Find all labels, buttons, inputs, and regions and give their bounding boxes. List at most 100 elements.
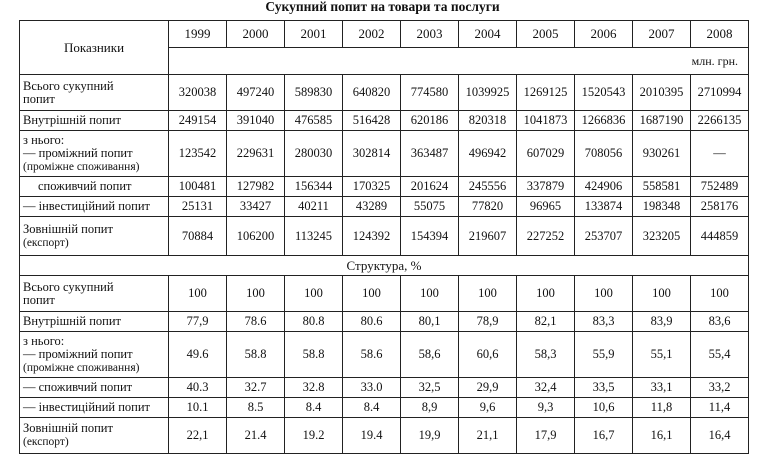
table-cell: 2266135 (690, 110, 749, 131)
table-cell: 337879 (516, 176, 575, 197)
table-cell: 133874 (574, 196, 633, 217)
table-cell: 774580 (400, 74, 459, 111)
table-cell: 21.4 (226, 417, 285, 454)
table-cell: 1520543 (574, 74, 633, 111)
table-row: Внутрішній попит 77,9 78.6 80.8 80.6 80,1 78,9… (19, 311, 749, 332)
row-label-line: споживчий попит (38, 179, 132, 193)
table-cell: 33,5 (574, 377, 633, 398)
year-header: 2007 (632, 20, 691, 48)
table-row: — споживчий попит 40.3 32.7 32.8 33.0 32,5 29,… (19, 377, 749, 398)
table-cell: 100 (632, 275, 691, 312)
row-label: споживчий попит (19, 176, 169, 197)
row-label: з нього: — проміжний попит (проміжне спожи… (19, 130, 169, 177)
row-label: — споживчий попит (19, 377, 169, 398)
table-cell: 201624 (400, 176, 459, 197)
unit-label: млн. грн. (168, 47, 749, 75)
table-cell: 16,7 (574, 417, 633, 454)
table-cell: 43289 (342, 196, 401, 217)
table-cell: 424906 (574, 176, 633, 197)
table-cell: 156344 (284, 176, 343, 197)
table-cell: 100 (226, 275, 285, 312)
table-cell: 29,9 (458, 377, 517, 398)
table-cell: 11,8 (632, 397, 691, 418)
table-cell: 40.3 (168, 377, 227, 398)
table-cell: 476585 (284, 110, 343, 131)
table-cell: 83,6 (690, 311, 749, 332)
row-label-line: попит (23, 91, 55, 106)
table-cell: 10,6 (574, 397, 633, 418)
table-cell: 100 (574, 275, 633, 312)
row-label-line: — споживчий попит (23, 380, 133, 394)
table-cell: 55,1 (632, 331, 691, 378)
row-label: Всього сукупний попит (19, 275, 169, 312)
table-cell: 32.8 (284, 377, 343, 398)
table-cell: 219607 (458, 216, 517, 256)
header-row: Показники 1999 2000 2001 2002 2003 2004 2005 200… (19, 20, 749, 75)
year-header: 2005 (516, 20, 575, 48)
table-cell: 302814 (342, 130, 401, 177)
table-cell: 19.2 (284, 417, 343, 454)
table-cell: 9,6 (458, 397, 517, 418)
table-cell: 33,2 (690, 377, 749, 398)
table-cell: 127982 (226, 176, 285, 197)
table-cell: 19.4 (342, 417, 401, 454)
year-header: 2008 (690, 20, 749, 48)
table-cell: 33,1 (632, 377, 691, 398)
year-header: 2006 (574, 20, 633, 48)
table-cell: 258176 (690, 196, 749, 217)
table-cell: 58,3 (516, 331, 575, 378)
table-cell: 930261 (632, 130, 691, 177)
table-cell: 16,1 (632, 417, 691, 454)
row-label-line: попит (23, 292, 55, 307)
table-cell: 58.8 (284, 331, 343, 378)
table-cell: 100 (690, 275, 749, 312)
row-label-line: — проміжний попит (23, 145, 133, 160)
row-label-line: (експорт) (23, 436, 69, 448)
row-label: — інвестиційний попит (19, 196, 169, 217)
table-cell: 752489 (690, 176, 749, 197)
table-cell: 253707 (574, 216, 633, 256)
year-header: 2004 (458, 20, 517, 48)
table-cell: 1266836 (574, 110, 633, 131)
table-cell: 16,4 (690, 417, 749, 454)
table-cell: 22,1 (168, 417, 227, 454)
row-label: з нього: — проміжний попит (проміжне спожи… (19, 331, 169, 378)
row-label-line: — інвестиційний попит (23, 199, 151, 213)
table-cell: 497240 (226, 74, 285, 111)
row-label-line: Зовнішній попит (23, 221, 113, 236)
table-cell: 170325 (342, 176, 401, 197)
table-row: з нього: — проміжний попит (проміжне спожи… (19, 331, 749, 378)
table-cell: 323205 (632, 216, 691, 256)
row-label-line: (проміжне споживання) (23, 361, 140, 374)
table-cell: 8,9 (400, 397, 459, 418)
table-cell: 280030 (284, 130, 343, 177)
table-cell: 10.1 (168, 397, 227, 418)
table-cell: 124392 (342, 216, 401, 256)
table-cell: 78.6 (226, 311, 285, 332)
row-label: Внутрішній попит (19, 110, 169, 131)
table-cell: 589830 (284, 74, 343, 111)
table-cell: 100 (168, 275, 227, 312)
row-label-line: (проміжне споживання) (23, 160, 140, 173)
table-cell: 32.7 (226, 377, 285, 398)
row-label: Внутрішній попит (19, 311, 169, 332)
table-cell: 113245 (284, 216, 343, 256)
table-cell: 17,9 (516, 417, 575, 454)
table-cell: 58,6 (400, 331, 459, 378)
table-row: — інвестиційний попит 10.1 8.5 8.4 8.4 8,9 9,6… (19, 397, 749, 418)
table-cell: 496942 (458, 130, 517, 177)
table-cell: 100 (516, 275, 575, 312)
section-title-row: Структура, % (19, 255, 749, 276)
row-label: Зовнішній попит (експорт) (19, 216, 169, 256)
table-cell: 80.8 (284, 311, 343, 332)
table-cell: 58.6 (342, 331, 401, 378)
table-cell: 100 (400, 275, 459, 312)
table-cell: 21,1 (458, 417, 517, 454)
year-header: 2001 (284, 20, 343, 48)
row-label-line: — інвестиційний попит (23, 400, 151, 414)
table-row: Внутрішній попит 249154 391040 476585 516428… (19, 110, 749, 131)
table-cell: 11,4 (690, 397, 749, 418)
year-header: 1999 (168, 20, 227, 48)
year-header: 2002 (342, 20, 401, 48)
table-cell: 8.5 (226, 397, 285, 418)
